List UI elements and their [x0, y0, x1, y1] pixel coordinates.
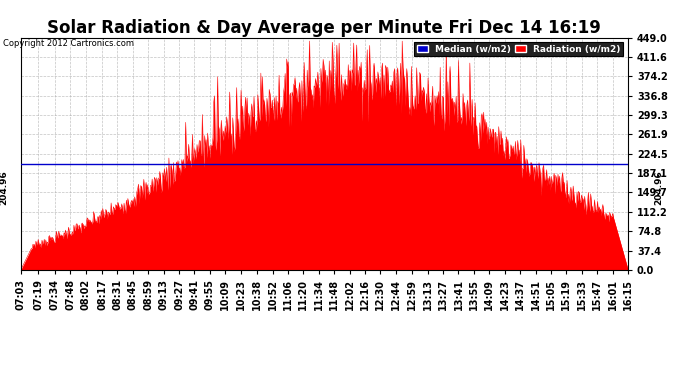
Text: 204.96: 204.96: [0, 170, 8, 205]
Text: Copyright 2012 Cartronics.com: Copyright 2012 Cartronics.com: [3, 39, 135, 48]
Title: Solar Radiation & Day Average per Minute Fri Dec 14 16:19: Solar Radiation & Day Average per Minute…: [48, 20, 601, 38]
Text: 204.96: 204.96: [654, 170, 664, 205]
Legend: Median (w/m2), Radiation (w/m2): Median (w/m2), Radiation (w/m2): [414, 42, 623, 56]
